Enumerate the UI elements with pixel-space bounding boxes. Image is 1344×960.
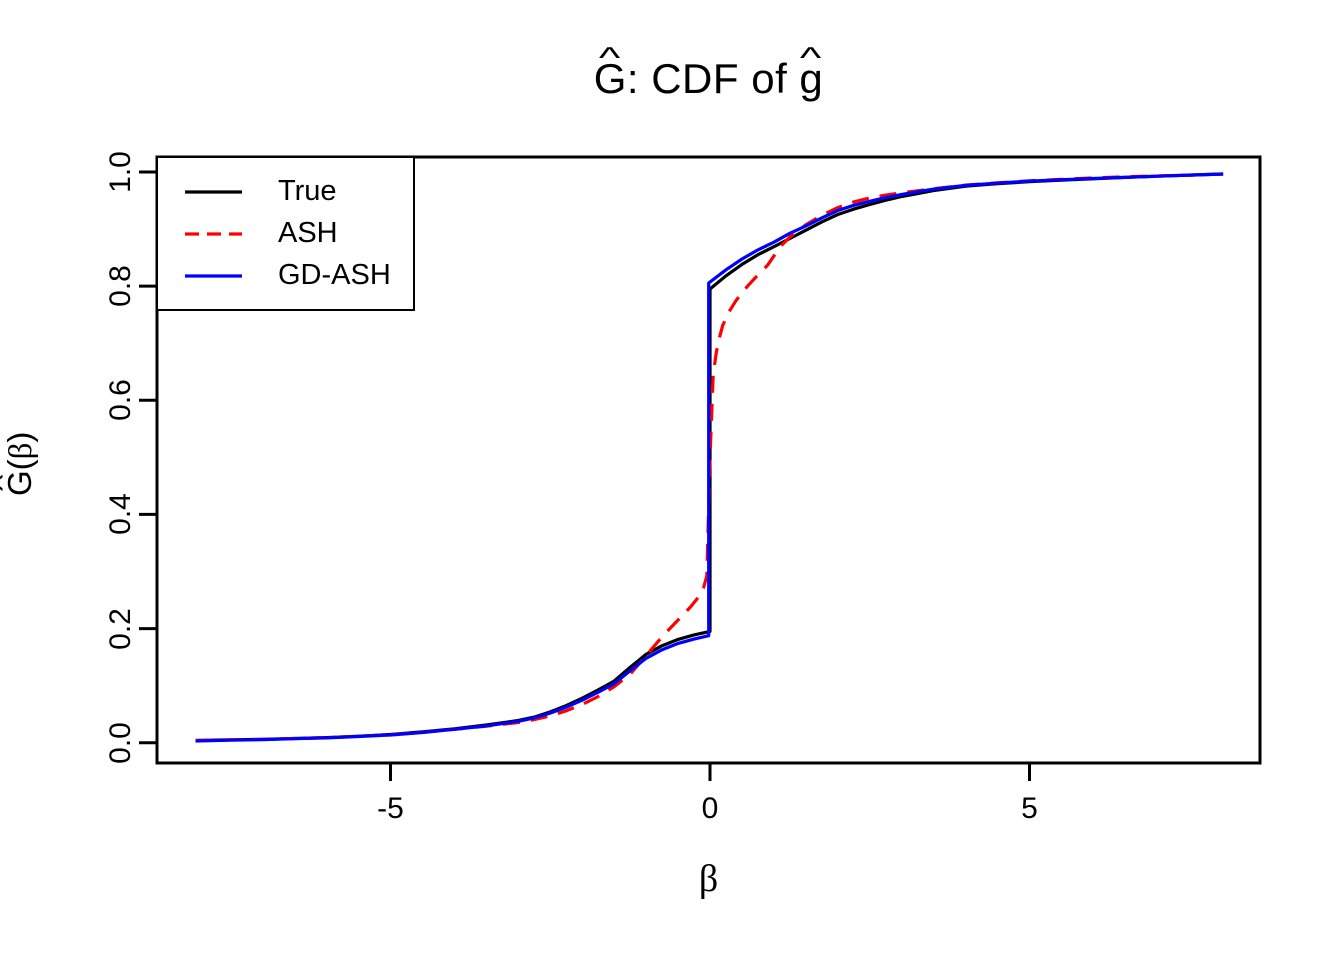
legend-item: GD-ASH [158,261,413,290]
plot-border-box [155,155,1262,765]
y-tick-label: 1.0 [104,151,137,193]
legend-label: GD-ASH [278,259,391,291]
legend-item: True [158,177,413,206]
hat-accent: ^ [800,42,823,76]
beta-symbol: β [3,442,40,460]
legend-line-sample [185,231,242,236]
y-tick-label: 0.4 [104,493,137,536]
hat-accent: ^ [599,42,622,76]
hatted-G-ylabel: ^G [0,470,40,496]
y-axis-label: ^G(β) [0,419,42,509]
x-tick-label: -5 [377,792,404,825]
legend-label: ASH [278,217,338,249]
legend-label: True [278,175,337,207]
chart-title: ^ G: CDF of ^ g [157,44,1260,102]
x-tick-label: 0 [701,792,719,825]
hatted-G: ^ G [593,44,627,102]
y-tick-label: 0.8 [104,265,137,307]
legend-line-sample [185,189,242,194]
title-separator: : CDF of [626,55,800,102]
x-axis-label: β [698,858,719,900]
hatted-g: ^ g [799,44,824,102]
y-tick-label: 0.6 [104,379,137,422]
title-g-letter: G [593,55,627,102]
y-tick-label: 0.0 [104,721,137,764]
legend-item: ASH [158,219,413,248]
x-tick-label: 5 [1021,792,1038,825]
series-line-gd-ash [195,172,1224,743]
title-g2-letter: g [799,55,824,102]
series-line-ash [195,172,1224,743]
legend-box: True ASH GD-ASH [156,156,415,311]
y-tick-label: 0.2 [104,607,137,650]
hat-accent: ^ [0,475,15,492]
legend-line-sample [185,273,242,278]
